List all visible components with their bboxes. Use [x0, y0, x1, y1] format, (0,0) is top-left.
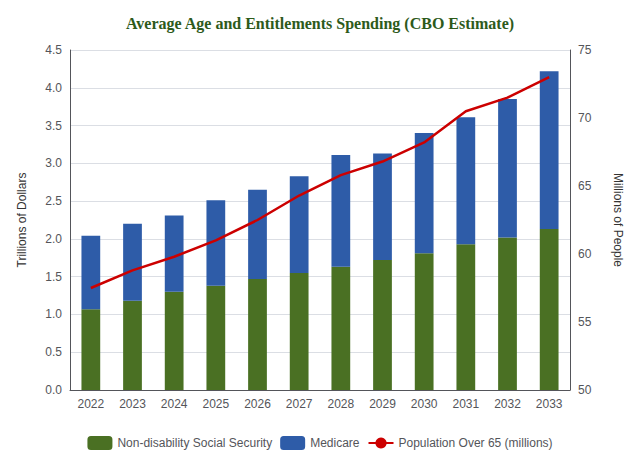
svg-text:2.0: 2.0: [45, 232, 62, 246]
svg-text:2032: 2032: [494, 397, 521, 411]
svg-text:2025: 2025: [202, 397, 229, 411]
svg-text:4.0: 4.0: [45, 81, 62, 95]
svg-text:Non-disability Social Security: Non-disability Social Security: [117, 436, 272, 450]
svg-text:2.5: 2.5: [45, 194, 62, 208]
svg-text:0.5: 0.5: [45, 345, 62, 359]
svg-text:Millions of People: Millions of People: [611, 173, 625, 267]
svg-text:2028: 2028: [327, 397, 354, 411]
svg-text:2027: 2027: [286, 397, 313, 411]
svg-text:0.0: 0.0: [45, 383, 62, 397]
svg-text:2023: 2023: [119, 397, 146, 411]
svg-text:2029: 2029: [369, 397, 396, 411]
svg-text:50: 50: [578, 383, 592, 397]
svg-text:2031: 2031: [452, 397, 479, 411]
svg-text:4.5: 4.5: [45, 43, 62, 57]
svg-text:75: 75: [578, 43, 592, 57]
svg-text:55: 55: [578, 315, 592, 329]
svg-text:Population Over 65 (millions): Population Over 65 (millions): [399, 436, 553, 450]
svg-text:60: 60: [578, 247, 592, 261]
svg-text:Medicare: Medicare: [310, 436, 360, 450]
svg-text:3.0: 3.0: [45, 156, 62, 170]
svg-text:3.5: 3.5: [45, 119, 62, 133]
svg-text:2024: 2024: [161, 397, 188, 411]
svg-text:70: 70: [578, 111, 592, 125]
svg-text:2030: 2030: [411, 397, 438, 411]
svg-text:2022: 2022: [77, 397, 104, 411]
svg-text:1.0: 1.0: [45, 307, 62, 321]
svg-text:1.5: 1.5: [45, 270, 62, 284]
svg-text:65: 65: [578, 179, 592, 193]
svg-text:2033: 2033: [536, 397, 563, 411]
svg-text:Average Age and Entitlements S: Average Age and Entitlements Spending (C…: [126, 15, 514, 33]
svg-text:2026: 2026: [244, 397, 271, 411]
svg-text:Trillions of Dollars: Trillions of Dollars: [15, 173, 29, 268]
